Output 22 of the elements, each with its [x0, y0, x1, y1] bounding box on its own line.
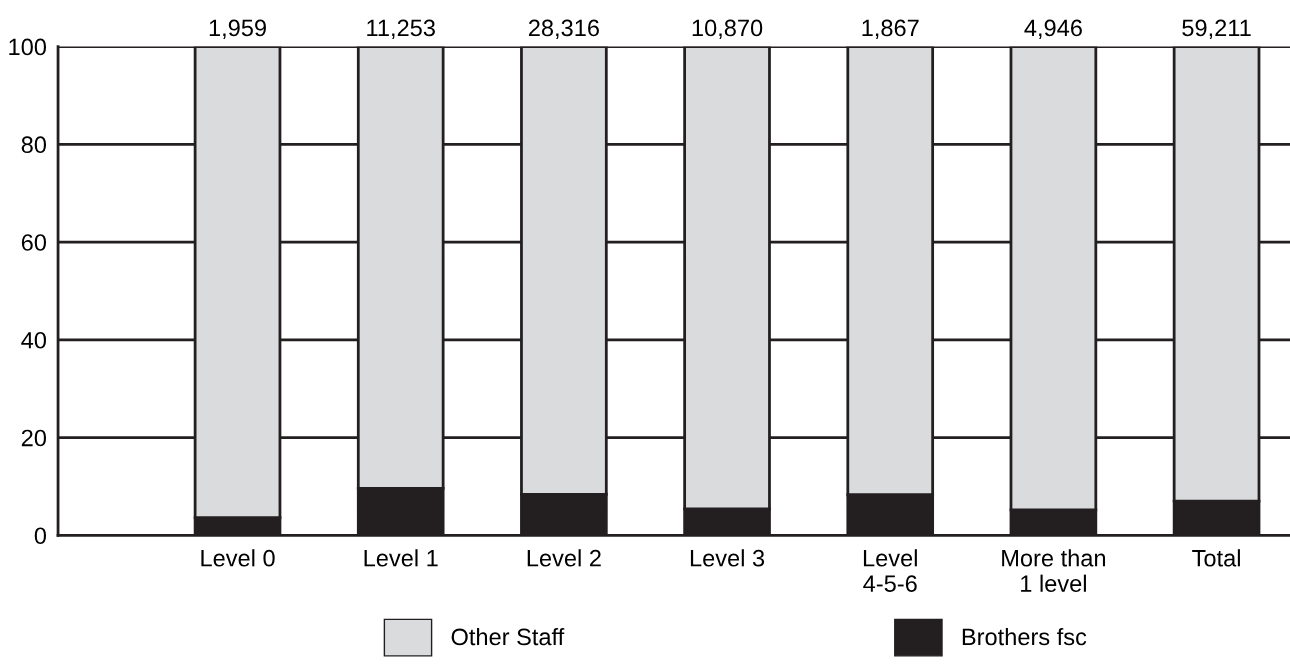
x-tick-label: Level 3: [690, 549, 765, 567]
y-tick-label: 100: [9, 38, 47, 56]
x-tick-label: Total: [1192, 549, 1240, 567]
x-tick-label: Level 0: [201, 549, 275, 567]
annotation: 1,867: [862, 19, 919, 40]
y-tick-label: 60: [21, 234, 47, 251]
x-tick-label: Level 2: [527, 549, 601, 567]
x-tick-label: Level 1: [364, 549, 438, 567]
annotation: 4,946: [1024, 19, 1082, 40]
y-tick-label: 20: [21, 429, 47, 447]
x-tick-label: Level 4-5-6: [863, 549, 917, 592]
annotation: 1,959: [209, 19, 266, 40]
legend-label: Other Staff: [451, 627, 565, 646]
legend-label: Brothers fsc: [962, 627, 1087, 646]
annotation: 10,870: [692, 19, 763, 40]
y-tick-label: 80: [21, 136, 47, 154]
annotation: 59,211: [1182, 19, 1251, 40]
annotation: 11,253: [367, 19, 435, 40]
y-tick-label: 0: [34, 527, 47, 545]
y-tick-label: 40: [21, 331, 47, 349]
x-tick-label: More than 1 level: [1002, 549, 1106, 592]
annotation: 28,316: [528, 19, 599, 40]
